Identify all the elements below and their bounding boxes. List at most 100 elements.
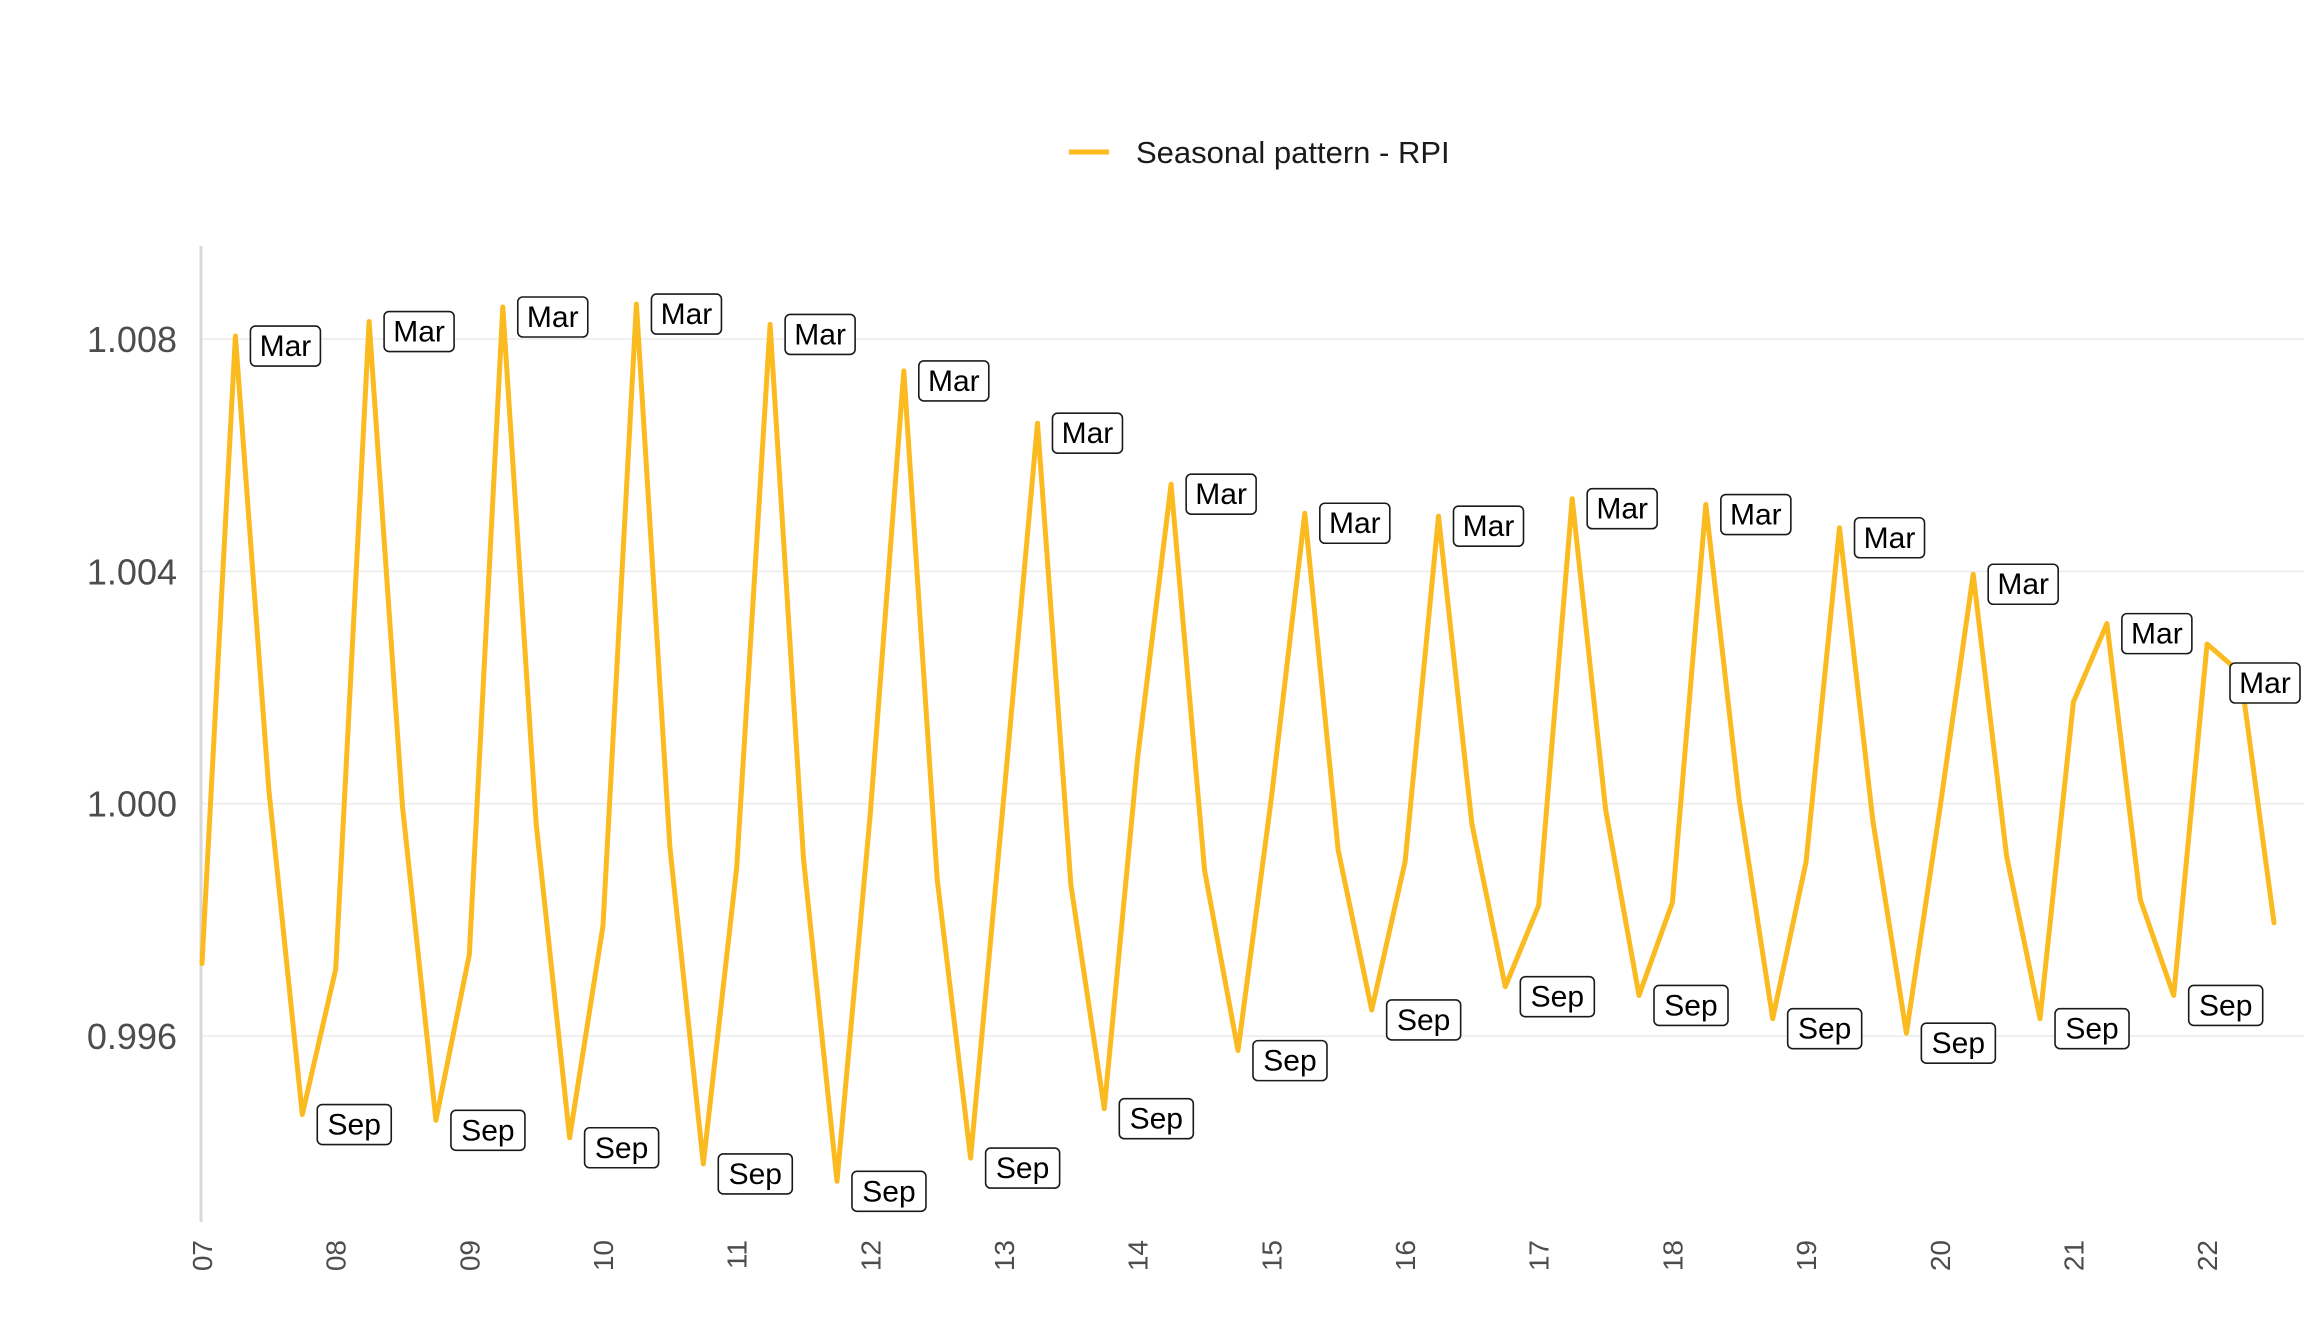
annotation-box: [2054, 1007, 2130, 1050]
annotation-box: [2229, 662, 2301, 704]
annotation-label: Mar: [516, 296, 589, 338]
x-tick-label: 15: [1256, 1240, 1287, 1271]
annotation-label: Mar: [1051, 412, 1124, 454]
annotation-text: Mar: [527, 301, 579, 334]
y-axis-ticks: 0.996 1.000 1.004 1.008: [87, 319, 177, 1057]
annotation-label: Mar: [249, 325, 322, 367]
annotation-text: Mar: [1329, 507, 1381, 540]
annotation-label: Mar: [1987, 563, 2059, 606]
annotation-label: Sep: [1385, 999, 1462, 1041]
x-tick-label: 07: [187, 1240, 218, 1271]
annotation-box: [1720, 493, 1792, 536]
x-tick-label: 12: [855, 1240, 886, 1271]
annotation-text: Sep: [2065, 1013, 2118, 1046]
annotation-label: Sep: [851, 1170, 927, 1213]
x-tick-label: 16: [1390, 1240, 1421, 1271]
annotation-text: Mar: [794, 318, 846, 351]
annotation-box: [1385, 999, 1462, 1041]
series-group: [199, 301, 2277, 1184]
annotation-box: [1653, 984, 1729, 1027]
annotation-text: Sep: [1664, 989, 1717, 1022]
annotation-box: [516, 296, 589, 338]
annotation-box: [1586, 487, 1658, 530]
annotation-box: [1118, 1097, 1195, 1140]
x-tick-label: 18: [1657, 1240, 1688, 1271]
x-axis-ticks: 07 08 09 10 11 12 13 14 15 16 17 18 19 20 21 22: [187, 1240, 2223, 1271]
annotation-label: Sep: [2054, 1007, 2130, 1050]
annotation-label: Sep: [717, 1153, 794, 1195]
annotation-text: Sep: [1531, 981, 1584, 1014]
annotation-text: Sep: [2199, 989, 2252, 1022]
annotation-text: Sep: [461, 1114, 514, 1147]
legend-label: Seasonal pattern - RPI: [1136, 135, 1450, 170]
annotation-text: Mar: [2131, 618, 2183, 651]
annotation-label: Sep: [2187, 984, 2264, 1027]
annotation-box: [1519, 975, 1596, 1018]
annotation-label: Sep: [1118, 1097, 1195, 1140]
annotation-text: Sep: [1130, 1103, 1183, 1136]
annotation-text: Sep: [1798, 1013, 1851, 1046]
annotation-box: [650, 293, 723, 335]
annotation-box: [851, 1170, 927, 1213]
annotation-text: Sep: [862, 1175, 915, 1208]
annotation-box: [450, 1109, 526, 1152]
annotation-label: Mar: [1720, 493, 1792, 536]
annotation-label: Mar: [784, 313, 856, 356]
annotation-box: [1786, 1007, 1863, 1050]
annotation-text: Mar: [1062, 417, 1114, 450]
annotation-label: Mar: [383, 310, 455, 353]
annotation-text: Sep: [996, 1152, 1049, 1185]
annotation-box: [1853, 516, 1926, 559]
annotation-text: Sep: [1263, 1045, 1316, 1078]
annotation-text: Mar: [1596, 493, 1648, 526]
annotation-label: Sep: [1252, 1039, 1328, 1082]
annotation-box: [383, 310, 455, 353]
annotation-label: Sep: [1653, 984, 1729, 1027]
y-tick-label: 1.000: [87, 784, 177, 825]
annotation-label: Sep: [1920, 1022, 1997, 1064]
annotation-label: Sep: [984, 1147, 1061, 1189]
x-tick-label: 09: [454, 1240, 485, 1271]
annotation-text: Mar: [1997, 568, 2049, 601]
y-tick-label: 1.008: [87, 319, 177, 360]
annotation-box: [917, 360, 990, 402]
annotation-label: Mar: [650, 293, 723, 335]
annotation-box: [984, 1147, 1061, 1189]
annotation-label: Mar: [1586, 487, 1658, 530]
annotation-label: Sep: [316, 1103, 393, 1146]
annotation-text: Mar: [393, 316, 445, 349]
annotation-box: [249, 325, 322, 367]
annotation-text: Sep: [1932, 1027, 1985, 1060]
x-tick-label: 13: [989, 1240, 1020, 1271]
x-tick-label: 20: [1925, 1240, 1956, 1271]
annotation-box: [316, 1103, 393, 1146]
annotation-text: Sep: [328, 1109, 381, 1142]
series-line: [199, 301, 2277, 1184]
annotation-box: [583, 1126, 660, 1169]
annotation-label: Mar: [1452, 505, 1525, 547]
x-tick-label: 08: [321, 1240, 352, 1271]
annotation-box: [1987, 563, 2059, 606]
x-tick-label: 14: [1123, 1240, 1154, 1271]
annotation-text: Mar: [1864, 522, 1916, 555]
annotation-text: Mar: [928, 365, 980, 398]
annotation-text: Sep: [729, 1158, 782, 1191]
annotation-text: Mar: [2239, 667, 2291, 700]
annotation-box: [1319, 502, 1391, 545]
y-tick-label: 1.004: [87, 551, 177, 592]
x-tick-label: 21: [2058, 1240, 2089, 1271]
annotation-text: Mar: [1730, 499, 1782, 532]
annotation-text: Mar: [1463, 510, 1515, 543]
annotation-label: Mar: [917, 360, 990, 402]
annotation-box: [1920, 1022, 1997, 1064]
annotation-label: Sep: [1519, 975, 1596, 1018]
x-tick-label: 22: [2192, 1240, 2223, 1271]
x-tick-label: 17: [1524, 1240, 1555, 1271]
annotation-label: Mar: [2229, 662, 2301, 704]
y-tick-label: 0.996: [87, 1016, 177, 1057]
annotation-box: [1452, 505, 1525, 547]
annotation-labels: Mar Sep Mar Sep Mar Sep Mar Sep Mar Sep Mar Sep Mar S…: [249, 293, 2301, 1213]
annotation-label: Mar: [2121, 612, 2193, 655]
annotation-label: Sep: [1786, 1007, 1863, 1050]
annotation-box: [1185, 473, 1257, 515]
